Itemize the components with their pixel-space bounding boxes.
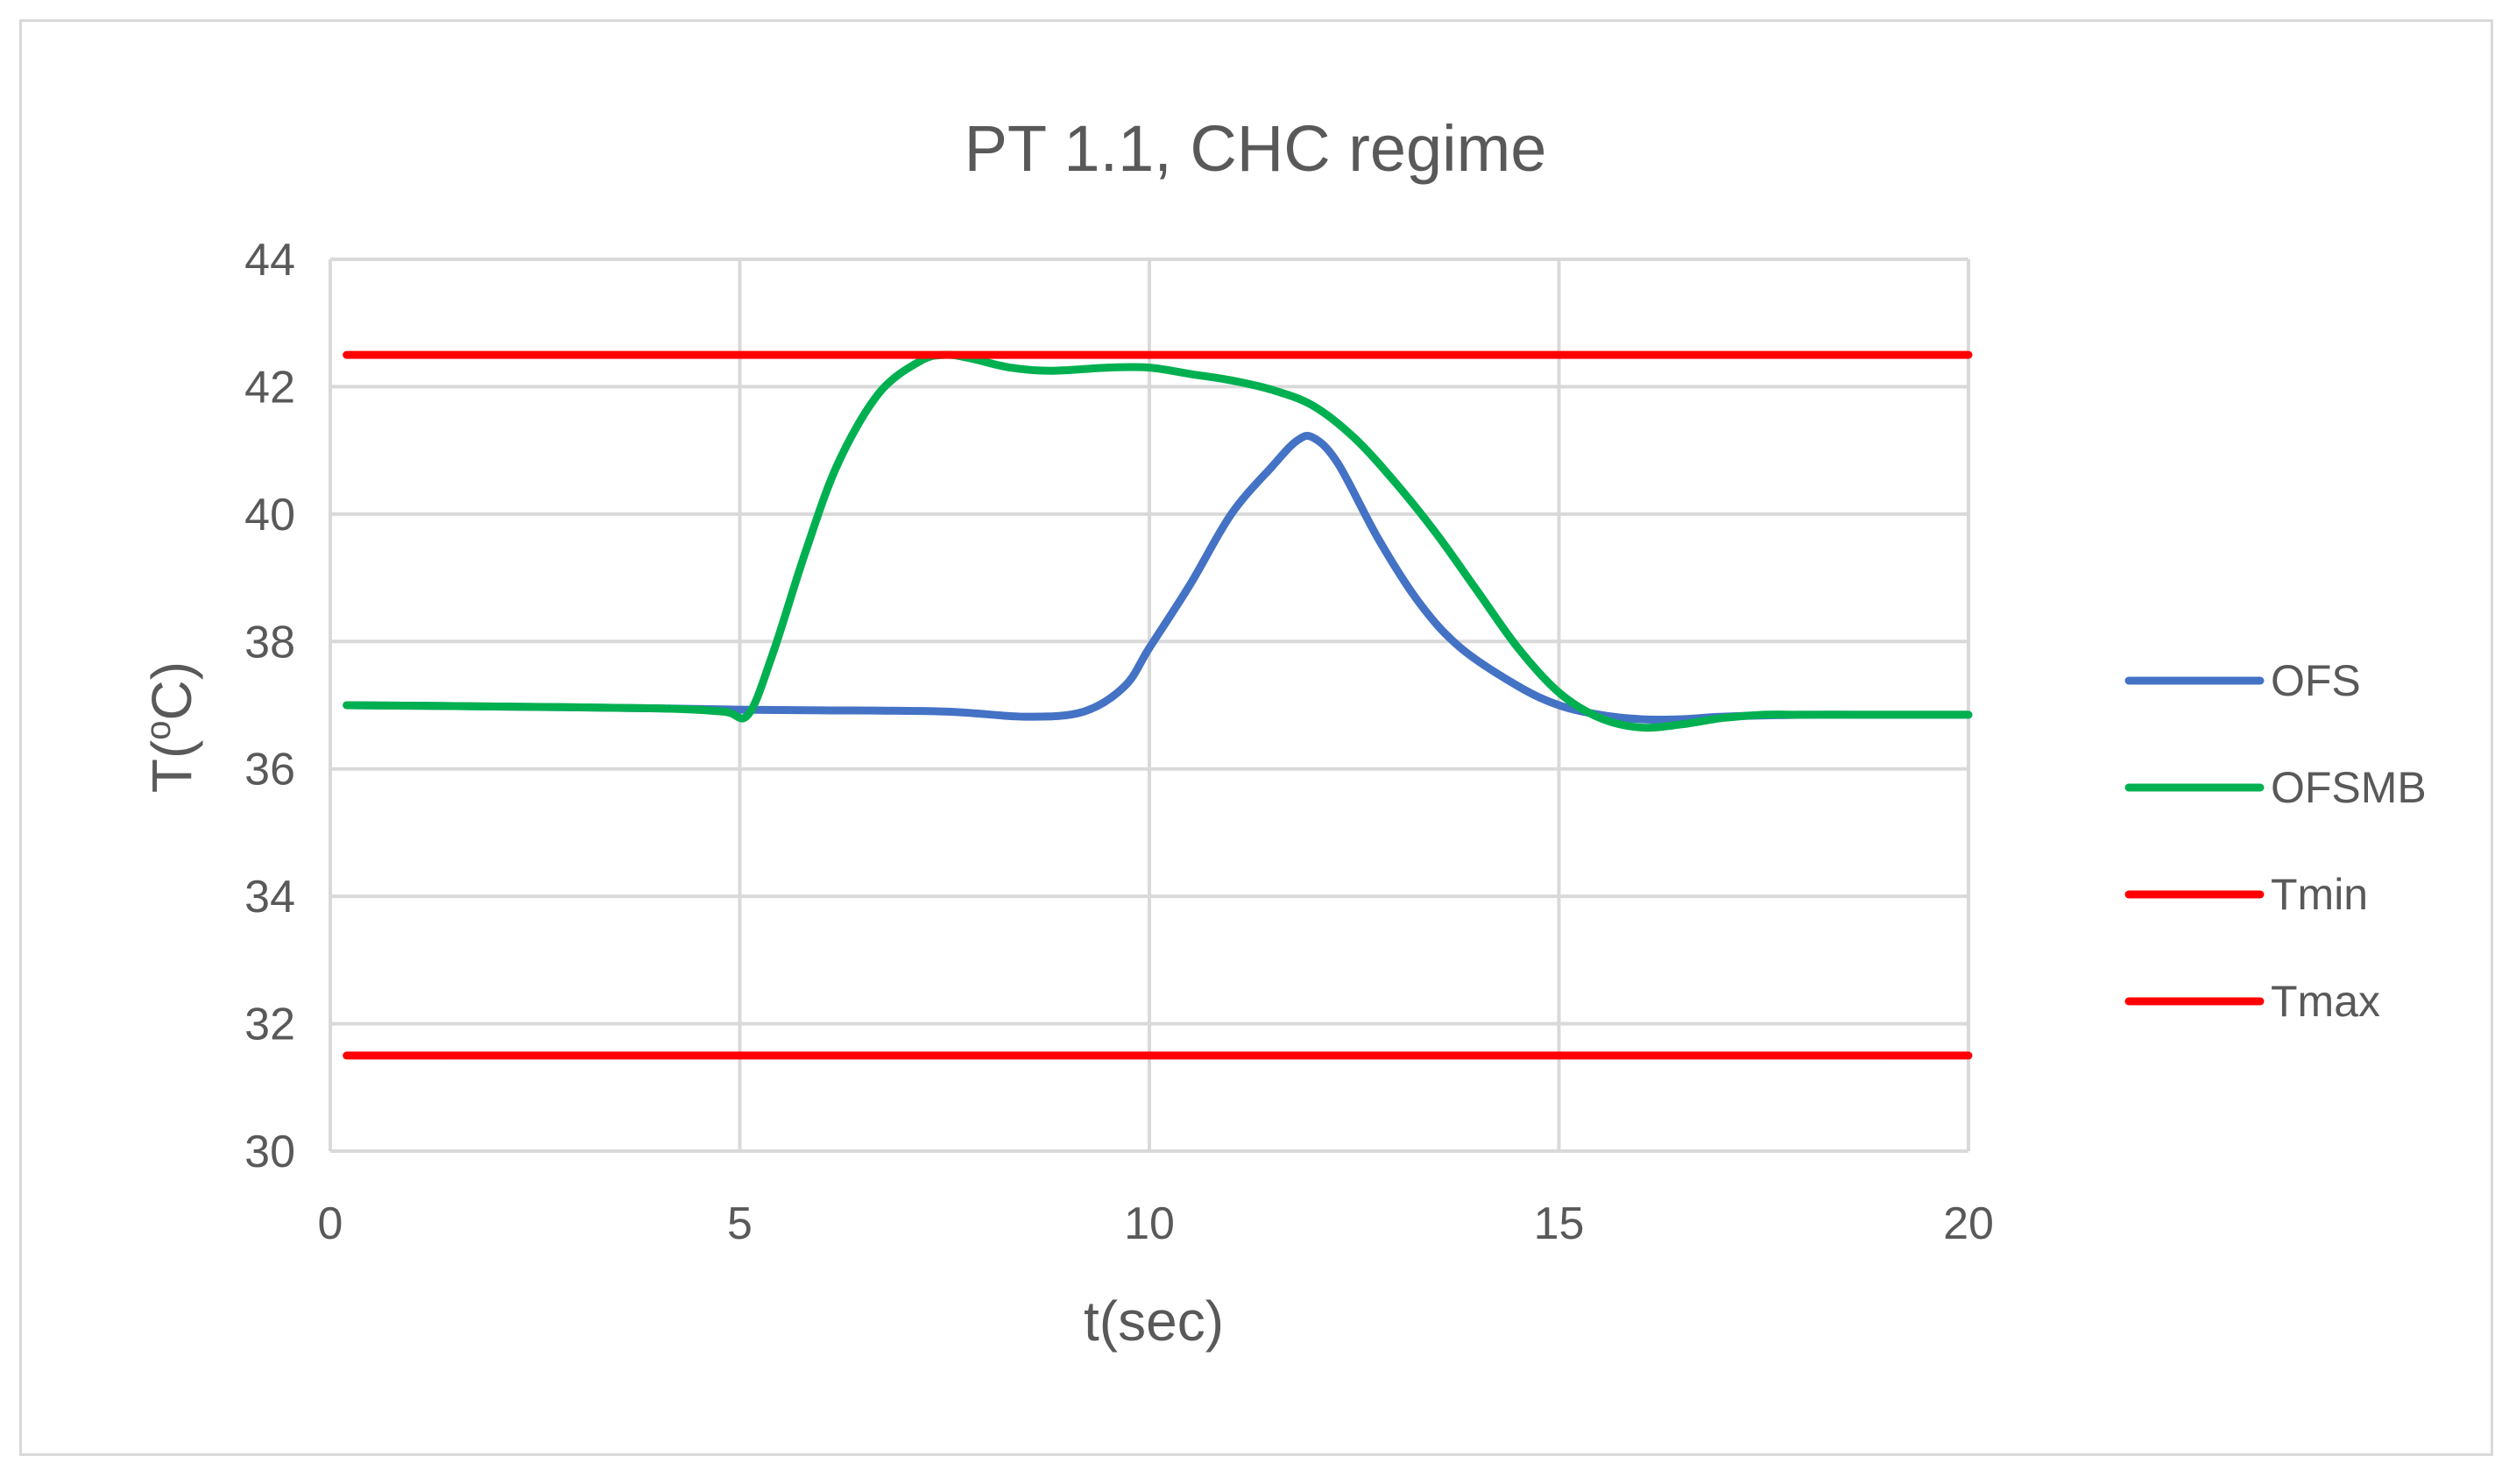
chart-frame: 30 32 34 36 38 40 42 44 0 5 10 15 20 PT 1.1, CHC reg… [19,19,2493,1456]
x-tick-label: 5 [727,1198,753,1249]
y-tick-label: 30 [244,1127,295,1177]
y-tick-label: 40 [244,490,295,541]
y-tick-label: 42 [244,362,295,413]
x-tick-label: 15 [1534,1198,1585,1249]
legend: OFS OFSMB Tmin Tmax [2124,656,2427,1026]
series-line-ofsmb [343,350,1973,732]
axis-ticks: 30 32 34 36 38 40 42 44 0 5 10 15 20 [244,235,1994,1249]
plot-area [343,350,1973,1060]
y-axis-title-sup: o [139,720,178,739]
x-tick-label: 10 [1124,1198,1175,1249]
y-tick-label: 32 [244,1000,295,1050]
legend-label-tmax: Tmax [2271,977,2380,1026]
y-axis-title-main: T( [140,740,203,793]
x-tick-label: 0 [318,1198,343,1249]
series-line-ofs [343,431,1973,724]
legend-label-tmin: Tmin [2271,870,2368,919]
y-tick-label: 38 [244,617,295,668]
y-axis-title: T(oC) [139,661,203,793]
x-tick-label: 20 [1943,1198,1994,1249]
y-axis-title-end: C) [140,661,203,721]
x-axis-title: t(sec) [1084,1290,1224,1353]
y-tick-label: 44 [244,235,295,286]
legend-label-ofsmb: OFSMB [2271,763,2427,812]
y-tick-label: 36 [244,745,295,795]
chart-title: PT 1.1, CHC regime [965,112,1547,185]
y-tick-label: 34 [244,872,295,922]
line-chart: 30 32 34 36 38 40 42 44 0 5 10 15 20 PT 1.1, CHC reg… [139,112,2427,1353]
legend-label-ofs: OFS [2271,656,2361,705]
